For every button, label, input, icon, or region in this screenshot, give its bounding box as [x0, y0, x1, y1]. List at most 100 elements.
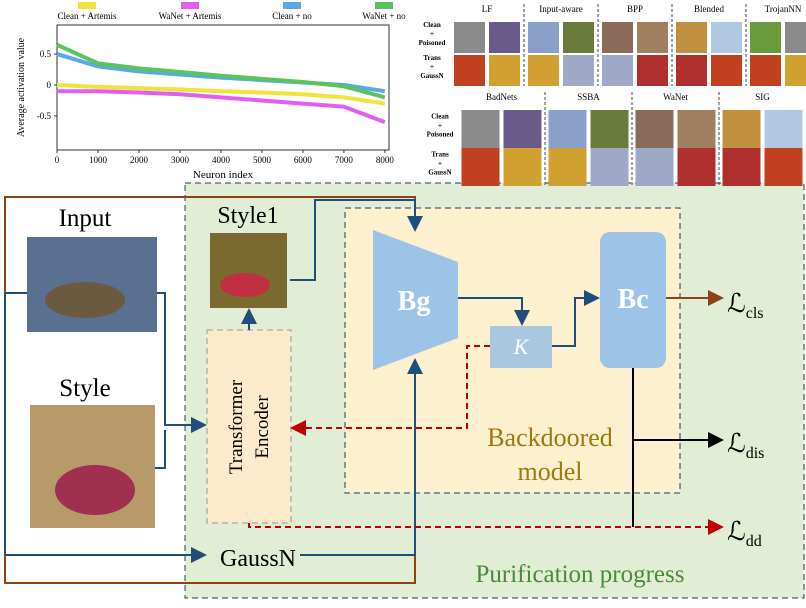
x-axis-label: Neuron index [193, 169, 254, 181]
arrow [290, 199, 423, 281]
k-label: K [513, 334, 530, 359]
column-header: BadNets [486, 92, 517, 102]
sample-image [750, 55, 781, 86]
sample-image [454, 55, 485, 86]
x-tick-label: 4000 [212, 155, 231, 165]
loss-symbol: ℒ [727, 289, 746, 318]
sample-image [677, 148, 716, 186]
loss-label: ℒcls [727, 289, 764, 322]
bg-label: Bg [398, 286, 431, 317]
sample-image [676, 22, 707, 53]
row-label: GaussN [420, 72, 443, 80]
sample-image [461, 110, 500, 148]
sample-image [711, 22, 742, 53]
y-tick-label: 0 [47, 80, 52, 90]
arrows [4, 199, 724, 563]
series-line [56, 83, 386, 106]
y-tick-label: 0.5 [40, 49, 52, 59]
loss-subscript: cls [746, 305, 764, 322]
encoder-label: Transformer [226, 379, 247, 474]
sample-image [711, 55, 742, 86]
sample-image [764, 110, 803, 148]
y-tick-label: -0.5 [37, 111, 52, 121]
legend-label: WaNet + no [362, 11, 406, 21]
model-label: model [518, 457, 583, 486]
bc-label: Bc [617, 284, 648, 315]
sample-image [548, 110, 587, 148]
arrow [458, 297, 530, 326]
x-tick-label: 7000 [335, 155, 354, 165]
sample-image [503, 110, 542, 148]
progress-label: Purification progress [476, 561, 685, 588]
x-tick-label: 0 [55, 155, 60, 165]
column-header: SSBA [577, 92, 600, 102]
sample-image [489, 22, 520, 53]
sample-image [503, 148, 542, 186]
y-axis-label: Average activation value [16, 37, 27, 137]
row-label: Poisoned [427, 131, 454, 139]
arrow [157, 292, 207, 433]
sample-image [590, 110, 629, 148]
k-block [490, 326, 552, 368]
sample-image [676, 55, 707, 86]
encoder-label: Encoder [252, 395, 273, 459]
row-label: Clean [431, 113, 449, 121]
sample-image [461, 148, 500, 186]
model-label: Backdoored [487, 423, 613, 452]
style-label: Style [59, 375, 110, 402]
sample-image [602, 55, 633, 86]
sample-image [563, 55, 594, 86]
sample-image [602, 22, 633, 53]
column-header: SIG [755, 92, 770, 102]
loss-subscript: dd [746, 533, 762, 550]
legend-label: Clean + Artemis [57, 11, 117, 21]
sample-image [635, 148, 674, 186]
row-label: Trans [431, 151, 449, 159]
loss-subscript: dis [746, 445, 765, 462]
encoder-box [206, 329, 292, 524]
series-line [57, 89, 386, 125]
loss-label: ℒdd [727, 517, 762, 550]
sample-image [722, 110, 761, 148]
bc-block [600, 232, 666, 368]
column-header: TrojanNN [765, 4, 802, 14]
x-tick-label: 6000 [294, 155, 313, 165]
loss-symbol: ℒ [727, 517, 746, 546]
x-tick-label: 5000 [253, 155, 272, 165]
sample-image [454, 22, 485, 53]
sample-image [637, 22, 668, 53]
dancer [55, 465, 135, 515]
legend-label: WaNet + Artemis [159, 11, 222, 21]
legend-swatch [181, 2, 199, 9]
legend-swatch [283, 2, 301, 9]
legend-swatch [375, 2, 393, 9]
goose [45, 282, 125, 318]
column-header: LF [482, 4, 493, 14]
gaussn-label: GaussN [220, 546, 296, 572]
arrow [248, 519, 724, 535]
diagram: Input Style Style1 Transformer Encoder B… [4, 182, 805, 599]
sample-image [637, 55, 668, 86]
sample-image [590, 148, 629, 186]
sample-image [528, 22, 559, 53]
arrow [155, 430, 166, 469]
sample-image [750, 22, 781, 53]
arrow [4, 292, 207, 563]
sample-image [635, 110, 674, 148]
column-header: Input-aware [539, 4, 582, 14]
legend-swatch [78, 2, 96, 9]
sample-image [548, 148, 587, 186]
legend-label: Clean + no [272, 11, 312, 21]
sample-image [785, 55, 806, 86]
goose-styled [220, 273, 270, 297]
series-line [56, 42, 386, 100]
style1-label: Style1 [217, 203, 278, 229]
row-label: Poisoned [419, 39, 446, 47]
sample-image [785, 22, 806, 53]
row-label: Trans [423, 54, 441, 62]
row-label: GaussN [428, 169, 451, 177]
loss-symbol: ℒ [727, 429, 746, 458]
loss-label: ℒdis [727, 429, 764, 462]
